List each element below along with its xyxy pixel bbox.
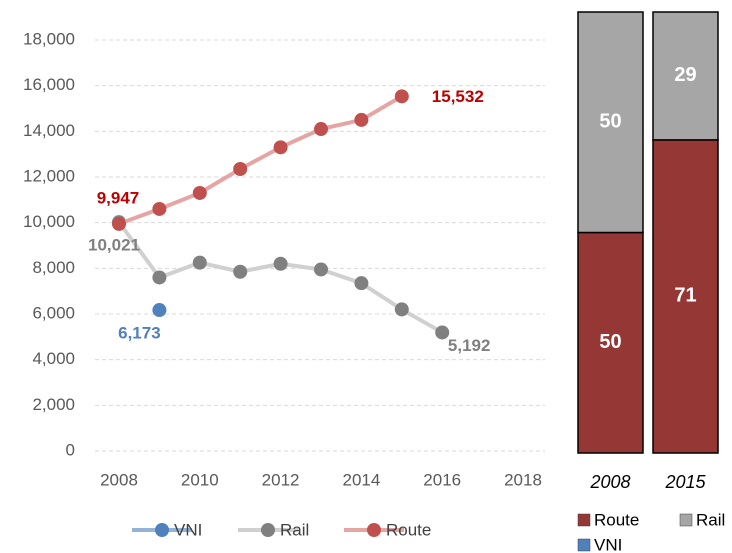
- data-label: 9,947: [97, 188, 140, 207]
- x-category-label: 2008: [589, 472, 630, 492]
- x-tick-label: 2008: [100, 470, 138, 489]
- x-tick-label: 2016: [423, 470, 461, 489]
- data-label: 6,173: [118, 324, 161, 343]
- legend-label: Rail: [696, 510, 725, 529]
- data-point: [192, 255, 207, 270]
- x-tick-label: 2018: [504, 470, 542, 489]
- legend-label: Route: [594, 510, 639, 529]
- legend-swatch: [577, 513, 591, 527]
- y-tick-label: 0: [66, 440, 75, 459]
- legend-label: Rail: [280, 520, 309, 539]
- legend-label: VNI: [174, 520, 202, 539]
- legend-marker: [155, 523, 169, 537]
- y-tick-label: 14,000: [23, 121, 75, 140]
- legend-swatch: [679, 513, 693, 527]
- bar-segment: [652, 11, 719, 141]
- y-tick-label: 18,000: [23, 29, 75, 48]
- data-point: [273, 140, 288, 155]
- bar-label: 29: [674, 64, 696, 86]
- data-point: [152, 201, 167, 216]
- legend-label: Route: [386, 520, 431, 539]
- bar-label: 50: [599, 331, 621, 353]
- x-category-label: 2015: [664, 472, 706, 492]
- data-point: [314, 122, 328, 137]
- y-tick-label: 12,000: [23, 166, 75, 185]
- legend-label: VNI: [594, 535, 622, 553]
- y-tick-label: 4,000: [32, 349, 75, 368]
- x-tick-label: 2012: [262, 470, 300, 489]
- data-label: 15,532: [432, 87, 484, 106]
- y-tick-label: 16,000: [23, 75, 75, 94]
- data-point: [435, 325, 450, 340]
- bar-label: 50: [599, 111, 621, 133]
- bar-segment: [652, 139, 719, 454]
- data-point: [273, 256, 288, 271]
- series-line: [117, 221, 444, 335]
- data-point: [314, 262, 328, 277]
- bar-segment: [577, 231, 644, 454]
- x-tick-label: 2010: [181, 470, 219, 489]
- y-tick-label: 2,000: [32, 395, 75, 414]
- data-label: 10,021: [88, 236, 140, 255]
- bar-label: 71: [674, 285, 696, 307]
- data-point: [192, 185, 207, 200]
- data-point: [354, 276, 369, 291]
- data-point: [112, 216, 126, 231]
- legend-marker: [367, 523, 381, 537]
- legend-swatch: [577, 538, 591, 552]
- x-tick-label: 2014: [342, 470, 380, 489]
- data-point: [233, 162, 248, 177]
- legend-marker: [261, 523, 275, 537]
- data-point: [233, 264, 248, 279]
- data-point: [394, 302, 409, 317]
- data-point: [354, 112, 369, 127]
- y-tick-label: 8,000: [32, 258, 75, 277]
- y-tick-label: 10,000: [23, 212, 75, 231]
- bar-segment: [577, 11, 644, 234]
- data-point: [394, 89, 409, 104]
- data-point: [152, 303, 167, 318]
- data-point: [152, 270, 167, 285]
- y-tick-label: 6,000: [32, 303, 75, 322]
- data-label: 5,192: [448, 336, 491, 355]
